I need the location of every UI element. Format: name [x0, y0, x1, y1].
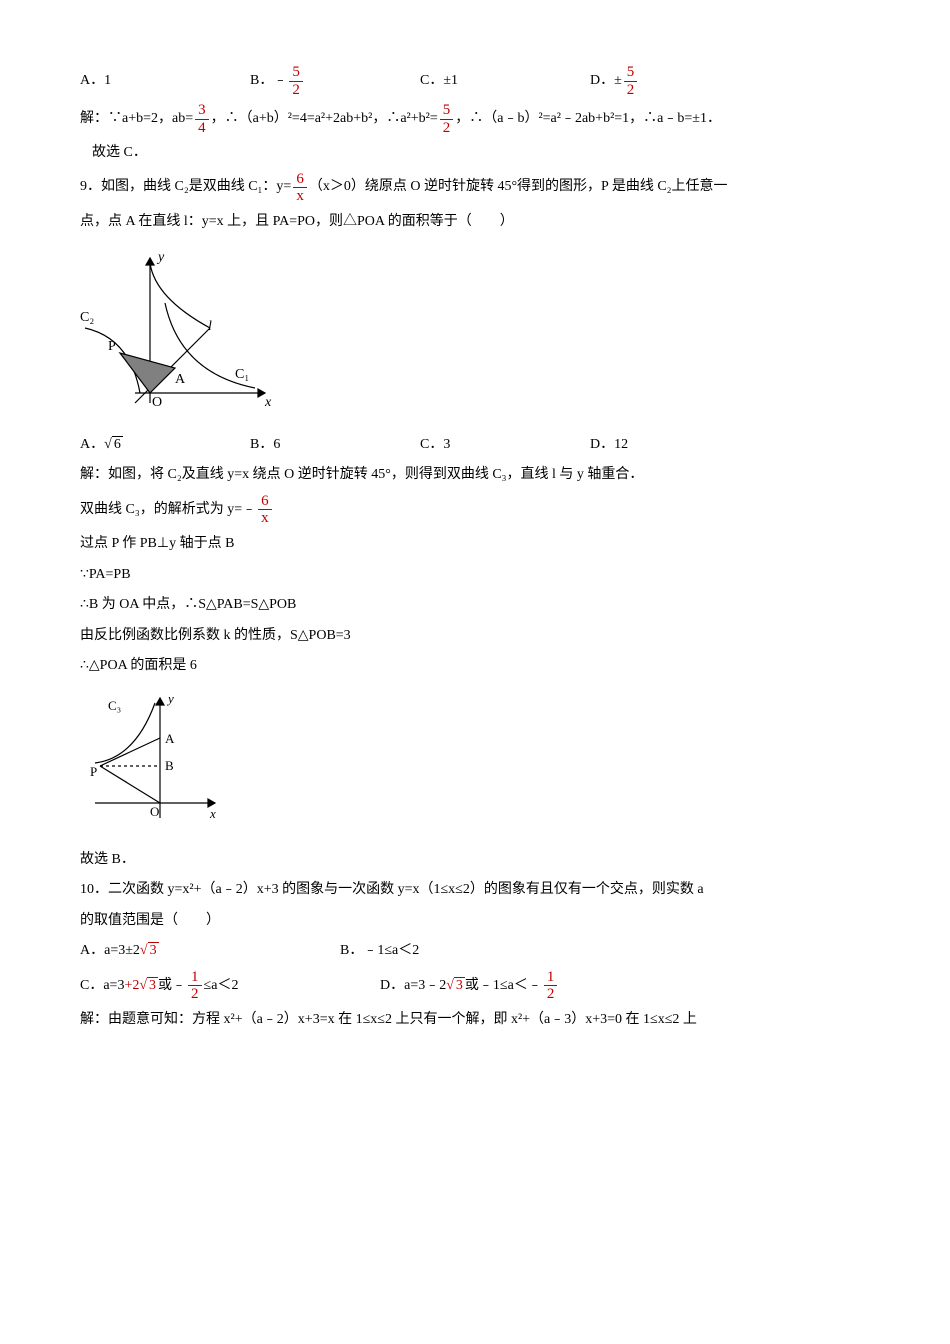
svg-text:C₂: C₂	[80, 310, 94, 325]
svg-text:C₃: C₃	[108, 698, 121, 713]
fraction: 3 4	[195, 102, 209, 136]
fraction: 1 2	[544, 969, 558, 1003]
q9-stem-line2: 点，点 A 在直线 l：y=x 上，且 PA=PO，则△POA 的面积等于（ ）	[80, 209, 870, 236]
q9-stem-line1: 9．如图，曲线 C₂是双曲线 C₁：y= 6 x （x＞0）绕原点 O 逆时针旋…	[80, 171, 870, 205]
q10-opt-c: C．a=3 +2 √3 或﹣ 1 2 ≤a＜2	[80, 969, 380, 1003]
fraction: 6 x	[293, 171, 307, 205]
svg-text:A: A	[165, 731, 175, 746]
q9-figure-2: y x O A B P C₃	[80, 688, 870, 839]
svg-text:l: l	[208, 319, 212, 334]
q8-solution-end: 故选 C．	[80, 140, 870, 167]
svg-text:O: O	[152, 395, 162, 410]
opt-label: A．	[80, 68, 104, 95]
q10-sol-1: 解：由题意可知：方程 x²+（a﹣2）x+3=x 在 1≤x≤2 上只有一个解，…	[80, 1007, 870, 1034]
svg-text:y: y	[166, 691, 174, 706]
q8-opt-c: C．±1	[420, 68, 590, 95]
opt-value: 1	[104, 68, 111, 95]
q8-opt-b: B．﹣ 5 2	[250, 64, 420, 98]
svg-text:y: y	[156, 250, 165, 265]
svg-text:x: x	[264, 395, 272, 410]
fraction: 5 2	[440, 102, 454, 136]
q10-stem-2: 的取值范围是（ ）	[80, 908, 870, 935]
q9-sol-1: 解：如图，将 C₂及直线 y=x 绕点 O 逆时针旋转 45°，则得到双曲线 C…	[80, 462, 870, 489]
q10-opt-d: D．a=3﹣2 √3 或﹣1≤a＜﹣ 1 2	[380, 969, 640, 1003]
fraction: 5 2	[289, 64, 303, 98]
q9-sol-7: ∴△POA 的面积是 6	[80, 653, 870, 680]
svg-text:x: x	[209, 806, 216, 821]
svg-text:B: B	[165, 758, 174, 773]
q9-opt-c: C．3	[420, 432, 590, 459]
q10-stem-1: 10．二次函数 y=x²+（a﹣2）x+3 的图象与一次函数 y=x（1≤x≤2…	[80, 877, 870, 904]
q8-opt-d: D．± 5 2	[590, 64, 760, 98]
q8-options: A． 1 B．﹣ 5 2 C．±1 D．± 5 2	[80, 64, 870, 98]
q9-opt-d: D．12	[590, 432, 760, 459]
svg-text:C₁: C₁	[235, 367, 249, 382]
q9-sol-5: ∴B 为 OA 中点，∴S△PAB=S△POB	[80, 592, 870, 619]
q9-sol-6: 由反比例函数比例系数 k 的性质，S△POB=3	[80, 623, 870, 650]
svg-text:A: A	[175, 372, 186, 387]
q10-opt-a: A．a=3±2 √3	[80, 938, 340, 965]
q9-sol-2: 双曲线 C₃，的解析式为 y=﹣ 6 x	[80, 493, 870, 527]
svg-text:P: P	[90, 764, 97, 779]
q9-sol-4: ∵PA=PB	[80, 562, 870, 589]
fraction: 5 2	[624, 64, 638, 98]
q9-opt-b: B．6	[250, 432, 420, 459]
q10-opt-b: B．﹣1≤a＜2	[340, 938, 510, 965]
svg-text:P: P	[108, 339, 116, 354]
q8-opt-a: A． 1	[80, 68, 250, 95]
opt-label: B．﹣	[250, 68, 287, 95]
fraction: 6 x	[258, 493, 272, 527]
fraction: 1 2	[188, 969, 202, 1003]
opt-label: D．±	[590, 68, 622, 95]
q9-sol-end: 故选 B．	[80, 847, 870, 874]
q8-solution-line1: 解：∵a+b=2，ab= 3 4 ，∴（a+b）²=4=a²+2ab+b²，∴a…	[80, 102, 870, 136]
opt-label: C．±1	[420, 68, 458, 95]
q9-options: A． √6 B．6 C．3 D．12	[80, 432, 870, 459]
q10-options-row1: A．a=3±2 √3 B．﹣1≤a＜2	[80, 938, 870, 965]
q9-figure-1: y x O A P l C₁ C₂	[80, 243, 870, 424]
svg-text:O: O	[150, 804, 159, 819]
q9-opt-a: A． √6	[80, 432, 250, 459]
q10-options-row2: C．a=3 +2 √3 或﹣ 1 2 ≤a＜2 D．a=3﹣2 √3 或﹣1≤a…	[80, 969, 870, 1003]
q9-sol-3: 过点 P 作 PB⊥y 轴于点 B	[80, 531, 870, 558]
